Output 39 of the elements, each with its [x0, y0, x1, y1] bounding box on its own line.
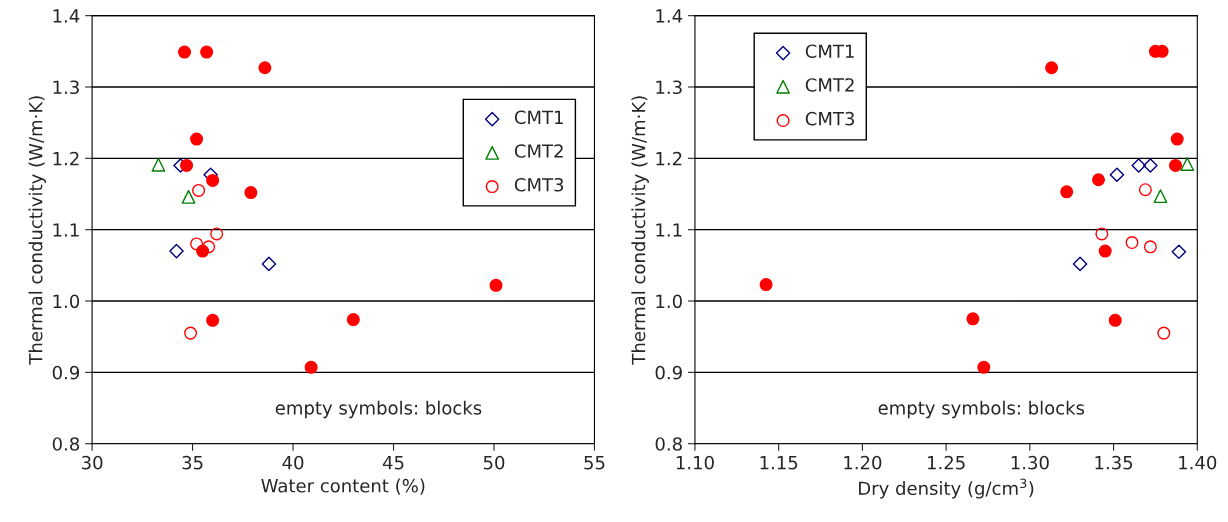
x-tick-label: 55 — [584, 456, 605, 470]
x-tick-label: 45 — [382, 456, 404, 470]
x-axis-title: Dry density (g/cm$^{3}$) — [859, 478, 1034, 499]
legend-label: CMT1 — [805, 44, 854, 59]
y-tick-label: 0.8 — [655, 437, 682, 451]
y-axis-title: Thermal conductivity (W/m·K) — [28, 96, 47, 365]
x-tick-label: 50 — [483, 455, 505, 470]
y-tick-label: 1.4 — [53, 9, 80, 23]
x-tick-label: 1.25 — [928, 455, 965, 470]
y-tick-label: 0.9 — [655, 365, 682, 380]
x-tick-label: 1.35 — [1095, 455, 1133, 470]
y-axis-title: Thermal conductivity (W/m·K) — [631, 96, 649, 365]
y-tick-label: 1.0 — [53, 294, 80, 309]
x-tick-label: 40 — [282, 455, 304, 470]
y-tick-label: 1.2 — [656, 151, 682, 166]
annotation: empty symbols: blocks — [878, 400, 1085, 419]
x-tick-label: 1.30 — [1011, 455, 1049, 470]
y-tick-label: 1.0 — [656, 294, 682, 309]
y-tick-label: 1.3 — [656, 80, 682, 95]
y-tick-label: 1.2 — [53, 151, 79, 166]
y-tick-label: 0.9 — [52, 365, 80, 380]
annotation: empty symbols: blocks — [275, 400, 482, 419]
y-tick-label: 1.1 — [656, 223, 682, 237]
legend-label: CMT3 — [514, 177, 564, 192]
x-tick-label: 30 — [81, 455, 103, 470]
x-tick-label: 1.20 — [844, 455, 882, 470]
legend-label: CMT1 — [514, 110, 563, 125]
x-tick-label: 1.15 — [760, 456, 798, 470]
legend-label: CMT3 — [805, 111, 855, 126]
legend-label: CMT2 — [514, 144, 563, 158]
y-tick-label: 0.8 — [52, 437, 80, 451]
y-tick-label: 1.1 — [53, 223, 79, 237]
x-tick-label: 1.40 — [1179, 455, 1217, 470]
x-axis-title: Water content (%) — [261, 478, 425, 495]
legend-label: CMT2 — [805, 78, 854, 92]
x-tick-label: 1.10 — [676, 455, 714, 470]
y-tick-label: 1.3 — [53, 80, 79, 95]
x-tick-label: 35 — [182, 455, 203, 470]
y-tick-label: 1.4 — [656, 9, 683, 23]
